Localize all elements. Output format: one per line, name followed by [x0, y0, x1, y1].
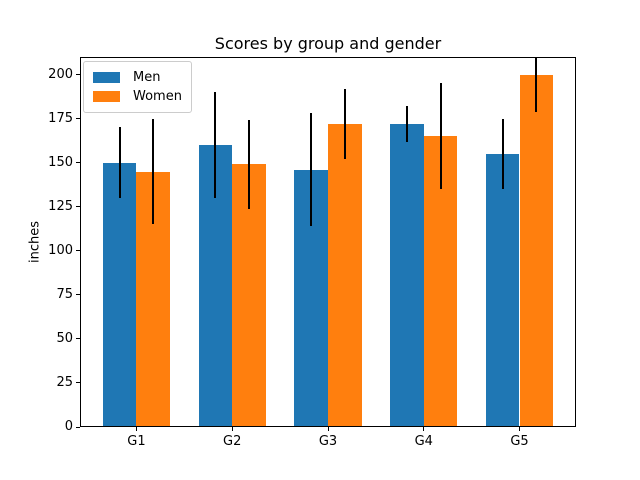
x-tick-mark-g1 [135, 427, 137, 431]
x-tick-mark-g4 [423, 427, 425, 431]
x-tick-mark-g5 [519, 427, 520, 431]
error-bar-women-g2 [248, 120, 250, 209]
bar-women-g3 [328, 123, 362, 427]
bar-men-g4 [390, 123, 424, 427]
error-bar-women-g4 [439, 83, 442, 190]
error-bar-women-g5 [535, 57, 538, 112]
y-tick-mark-175 [76, 118, 80, 120]
men-color-swatch [93, 72, 120, 83]
x-tick-label-g1: G1 [127, 434, 146, 449]
y-tick-label-200: 200 [48, 66, 73, 82]
y-tick-label-125: 125 [48, 198, 73, 214]
x-tick-mark-g3 [327, 427, 329, 431]
x-tick-label-g2: G2 [223, 434, 242, 449]
y-tick-label-0: 0 [64, 419, 73, 434]
plot-area: Men Women [80, 57, 576, 427]
x-tick-mark-g2 [231, 427, 233, 431]
y-tick-mark-25 [76, 382, 80, 384]
x-tick-label-g4: G4 [414, 434, 433, 449]
legend-entry-men: Men [93, 68, 182, 87]
y-tick-mark-50 [76, 338, 80, 340]
y-tick-label-50: 50 [56, 330, 73, 346]
legend: Men Women [83, 61, 192, 113]
legend-label-women: Women [133, 88, 182, 104]
error-bar-women-g3 [343, 88, 346, 160]
x-tick-label-g3: G3 [318, 434, 338, 449]
women-color-swatch [93, 91, 120, 102]
y-tick-mark-200 [76, 74, 80, 76]
legend-label-men: Men [133, 69, 161, 85]
error-bar-men-g5 [501, 118, 504, 190]
bar-women-g5 [519, 74, 553, 427]
legend-entry-women: Women [93, 87, 182, 106]
y-tick-mark-0 [76, 426, 80, 428]
y-tick-label-25: 25 [56, 374, 73, 390]
bar-men-g1 [102, 162, 137, 427]
error-bar-men-g1 [118, 127, 121, 198]
x-tick-label-g5: G5 [510, 434, 529, 449]
y-tick-mark-150 [76, 162, 80, 164]
y-tick-mark-100 [76, 250, 80, 252]
error-bar-women-g1 [152, 118, 155, 225]
chart-title: Scores by group and gender [214, 34, 442, 53]
y-tick-label-100: 100 [48, 242, 73, 258]
y-tick-mark-125 [76, 206, 80, 208]
error-bar-men-g4 [405, 106, 408, 142]
plot-clip-region [80, 57, 576, 427]
y-tick-label-150: 150 [48, 154, 73, 170]
bar-men-g5 [485, 153, 520, 427]
error-bar-men-g2 [214, 92, 217, 198]
y-tick-mark-75 [76, 294, 80, 296]
y-tick-label-75: 75 [56, 286, 73, 302]
y-tick-label-175: 175 [48, 110, 73, 126]
error-bar-men-g3 [310, 113, 313, 227]
